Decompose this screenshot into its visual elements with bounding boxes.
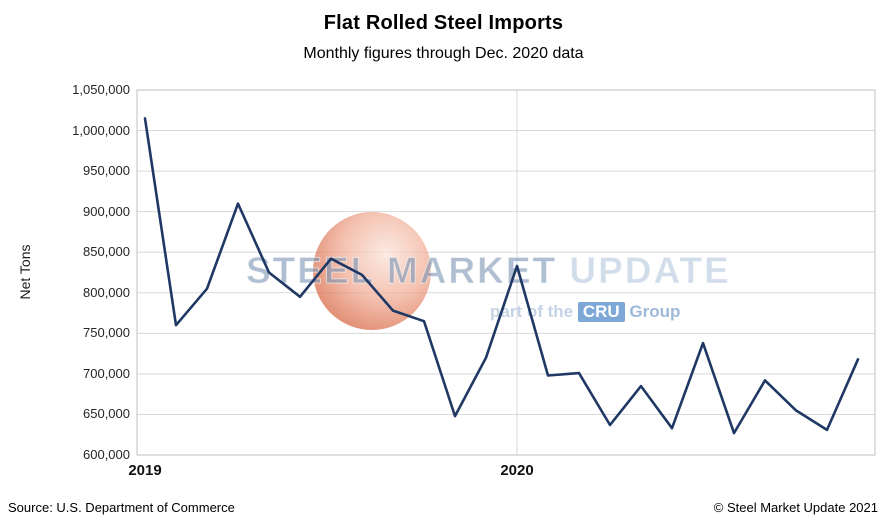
chart-title: Flat Rolled Steel Imports (323, 12, 564, 34)
source-note: Source: U.S. Department of Commerce (8, 500, 235, 515)
copyright-note: © Steel Market Update 2021 (713, 500, 878, 515)
chart-subtitle: Monthly figures through Dec. 2020 data (303, 45, 584, 62)
